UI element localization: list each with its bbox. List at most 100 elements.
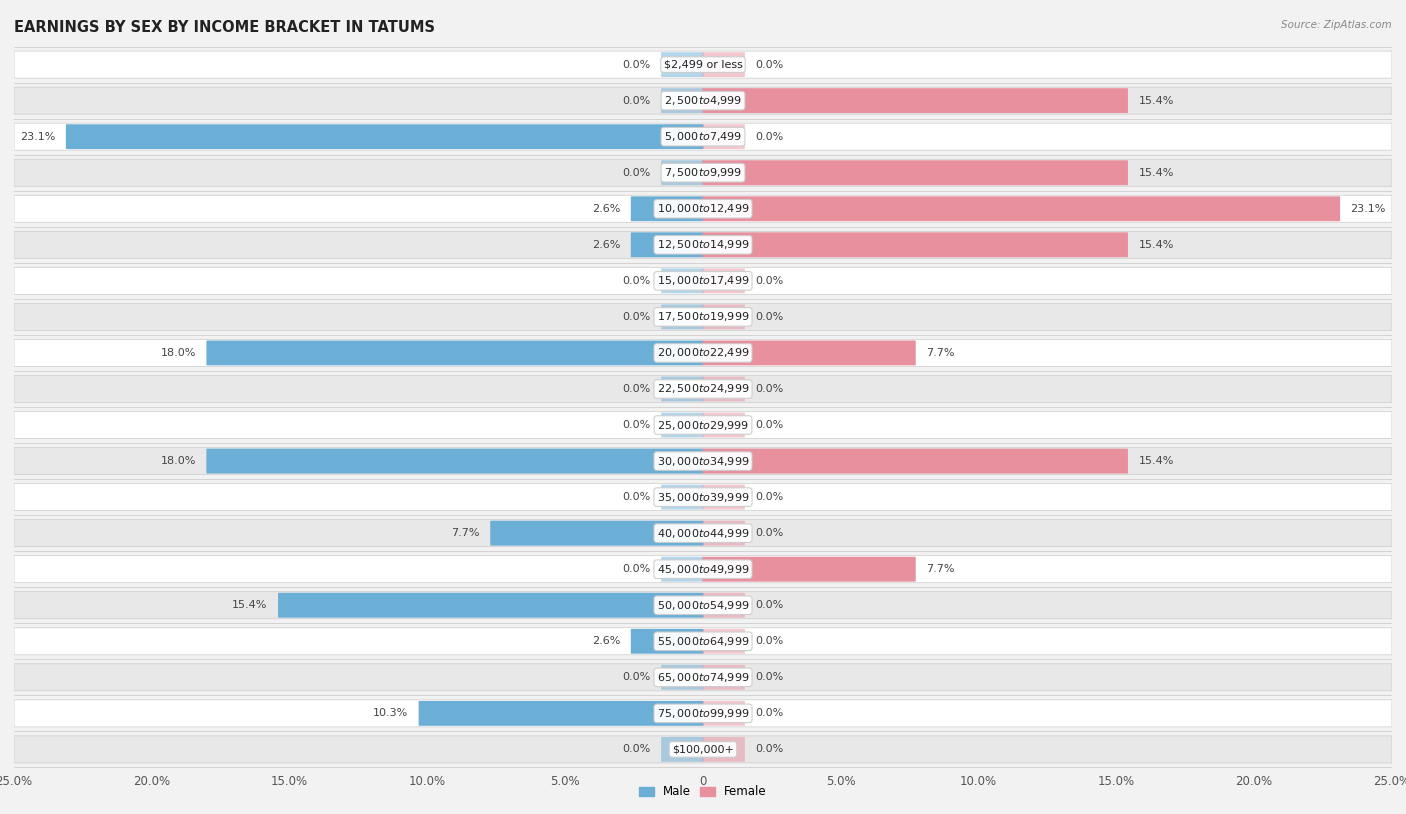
Legend: Male, Female: Male, Female bbox=[634, 781, 772, 803]
Text: $12,500 to $14,999: $12,500 to $14,999 bbox=[657, 239, 749, 252]
FancyBboxPatch shape bbox=[14, 592, 1392, 619]
FancyBboxPatch shape bbox=[661, 160, 703, 185]
Text: 0.0%: 0.0% bbox=[623, 312, 651, 322]
Text: $5,000 to $7,499: $5,000 to $7,499 bbox=[664, 130, 742, 143]
Text: 0.0%: 0.0% bbox=[755, 528, 783, 538]
Text: 0.0%: 0.0% bbox=[755, 637, 783, 646]
FancyBboxPatch shape bbox=[661, 52, 703, 77]
FancyBboxPatch shape bbox=[661, 88, 703, 113]
FancyBboxPatch shape bbox=[661, 484, 703, 510]
FancyBboxPatch shape bbox=[703, 413, 745, 437]
FancyBboxPatch shape bbox=[661, 304, 703, 330]
FancyBboxPatch shape bbox=[14, 267, 1392, 295]
Text: $22,500 to $24,999: $22,500 to $24,999 bbox=[657, 383, 749, 396]
FancyBboxPatch shape bbox=[14, 123, 1392, 151]
Text: 2.6%: 2.6% bbox=[592, 240, 620, 250]
Text: 0.0%: 0.0% bbox=[623, 384, 651, 394]
Text: 0.0%: 0.0% bbox=[623, 276, 651, 286]
FancyBboxPatch shape bbox=[14, 339, 1392, 366]
Text: $15,000 to $17,499: $15,000 to $17,499 bbox=[657, 274, 749, 287]
FancyBboxPatch shape bbox=[703, 629, 745, 654]
FancyBboxPatch shape bbox=[419, 701, 703, 726]
FancyBboxPatch shape bbox=[14, 448, 1392, 475]
FancyBboxPatch shape bbox=[278, 593, 703, 618]
Text: 0.0%: 0.0% bbox=[623, 672, 651, 682]
Text: $30,000 to $34,999: $30,000 to $34,999 bbox=[657, 454, 749, 467]
Text: $55,000 to $64,999: $55,000 to $64,999 bbox=[657, 635, 749, 648]
FancyBboxPatch shape bbox=[14, 484, 1392, 510]
FancyBboxPatch shape bbox=[14, 556, 1392, 583]
Text: $50,000 to $54,999: $50,000 to $54,999 bbox=[657, 599, 749, 612]
FancyBboxPatch shape bbox=[703, 701, 745, 726]
FancyBboxPatch shape bbox=[14, 87, 1392, 114]
FancyBboxPatch shape bbox=[207, 449, 703, 474]
Text: 0.0%: 0.0% bbox=[755, 745, 783, 755]
FancyBboxPatch shape bbox=[14, 160, 1392, 186]
Text: $2,499 or less: $2,499 or less bbox=[664, 59, 742, 69]
Text: Source: ZipAtlas.com: Source: ZipAtlas.com bbox=[1281, 20, 1392, 30]
FancyBboxPatch shape bbox=[661, 665, 703, 689]
FancyBboxPatch shape bbox=[661, 413, 703, 437]
FancyBboxPatch shape bbox=[14, 195, 1392, 222]
Text: 15.4%: 15.4% bbox=[1139, 168, 1174, 177]
Text: $25,000 to $29,999: $25,000 to $29,999 bbox=[657, 418, 749, 431]
Text: 0.0%: 0.0% bbox=[623, 95, 651, 106]
Text: 7.7%: 7.7% bbox=[451, 528, 479, 538]
FancyBboxPatch shape bbox=[491, 521, 703, 545]
FancyBboxPatch shape bbox=[703, 232, 1128, 257]
Text: 0.0%: 0.0% bbox=[623, 564, 651, 574]
FancyBboxPatch shape bbox=[66, 125, 703, 149]
FancyBboxPatch shape bbox=[631, 629, 703, 654]
Text: 0.0%: 0.0% bbox=[755, 492, 783, 502]
Text: 7.7%: 7.7% bbox=[927, 564, 955, 574]
Text: $75,000 to $99,999: $75,000 to $99,999 bbox=[657, 707, 749, 720]
Text: 15.4%: 15.4% bbox=[232, 600, 267, 610]
Text: 0.0%: 0.0% bbox=[623, 420, 651, 430]
Text: 0.0%: 0.0% bbox=[755, 59, 783, 69]
FancyBboxPatch shape bbox=[14, 51, 1392, 78]
Text: 10.3%: 10.3% bbox=[373, 708, 408, 719]
Text: 23.1%: 23.1% bbox=[1351, 204, 1386, 214]
Text: 0.0%: 0.0% bbox=[755, 132, 783, 142]
Text: 15.4%: 15.4% bbox=[1139, 240, 1174, 250]
Text: 0.0%: 0.0% bbox=[755, 312, 783, 322]
FancyBboxPatch shape bbox=[14, 231, 1392, 258]
Text: 2.6%: 2.6% bbox=[592, 637, 620, 646]
Text: 0.0%: 0.0% bbox=[755, 672, 783, 682]
Text: $40,000 to $44,999: $40,000 to $44,999 bbox=[657, 527, 749, 540]
FancyBboxPatch shape bbox=[14, 628, 1392, 654]
Text: 18.0%: 18.0% bbox=[160, 456, 195, 466]
Text: EARNINGS BY SEX BY INCOME BRACKET IN TATUMS: EARNINGS BY SEX BY INCOME BRACKET IN TAT… bbox=[14, 20, 434, 35]
FancyBboxPatch shape bbox=[703, 484, 745, 510]
FancyBboxPatch shape bbox=[703, 196, 1340, 221]
Text: $100,000+: $100,000+ bbox=[672, 745, 734, 755]
FancyBboxPatch shape bbox=[703, 665, 745, 689]
FancyBboxPatch shape bbox=[631, 196, 703, 221]
Text: $20,000 to $22,499: $20,000 to $22,499 bbox=[657, 347, 749, 360]
FancyBboxPatch shape bbox=[14, 304, 1392, 330]
FancyBboxPatch shape bbox=[14, 700, 1392, 727]
Text: $10,000 to $12,499: $10,000 to $12,499 bbox=[657, 202, 749, 215]
Text: 0.0%: 0.0% bbox=[755, 276, 783, 286]
Text: 2.6%: 2.6% bbox=[592, 204, 620, 214]
FancyBboxPatch shape bbox=[703, 340, 915, 365]
Text: 0.0%: 0.0% bbox=[755, 708, 783, 719]
FancyBboxPatch shape bbox=[14, 663, 1392, 691]
Text: 0.0%: 0.0% bbox=[623, 492, 651, 502]
Text: 0.0%: 0.0% bbox=[755, 420, 783, 430]
FancyBboxPatch shape bbox=[207, 340, 703, 365]
FancyBboxPatch shape bbox=[661, 377, 703, 401]
FancyBboxPatch shape bbox=[703, 557, 915, 582]
Text: 0.0%: 0.0% bbox=[623, 168, 651, 177]
Text: 7.7%: 7.7% bbox=[927, 348, 955, 358]
Text: 0.0%: 0.0% bbox=[755, 600, 783, 610]
FancyBboxPatch shape bbox=[14, 412, 1392, 439]
FancyBboxPatch shape bbox=[703, 304, 745, 330]
FancyBboxPatch shape bbox=[14, 736, 1392, 763]
Text: $45,000 to $49,999: $45,000 to $49,999 bbox=[657, 562, 749, 575]
FancyBboxPatch shape bbox=[703, 521, 745, 545]
Text: 23.1%: 23.1% bbox=[20, 132, 55, 142]
FancyBboxPatch shape bbox=[14, 375, 1392, 402]
Text: 18.0%: 18.0% bbox=[160, 348, 195, 358]
FancyBboxPatch shape bbox=[703, 125, 745, 149]
